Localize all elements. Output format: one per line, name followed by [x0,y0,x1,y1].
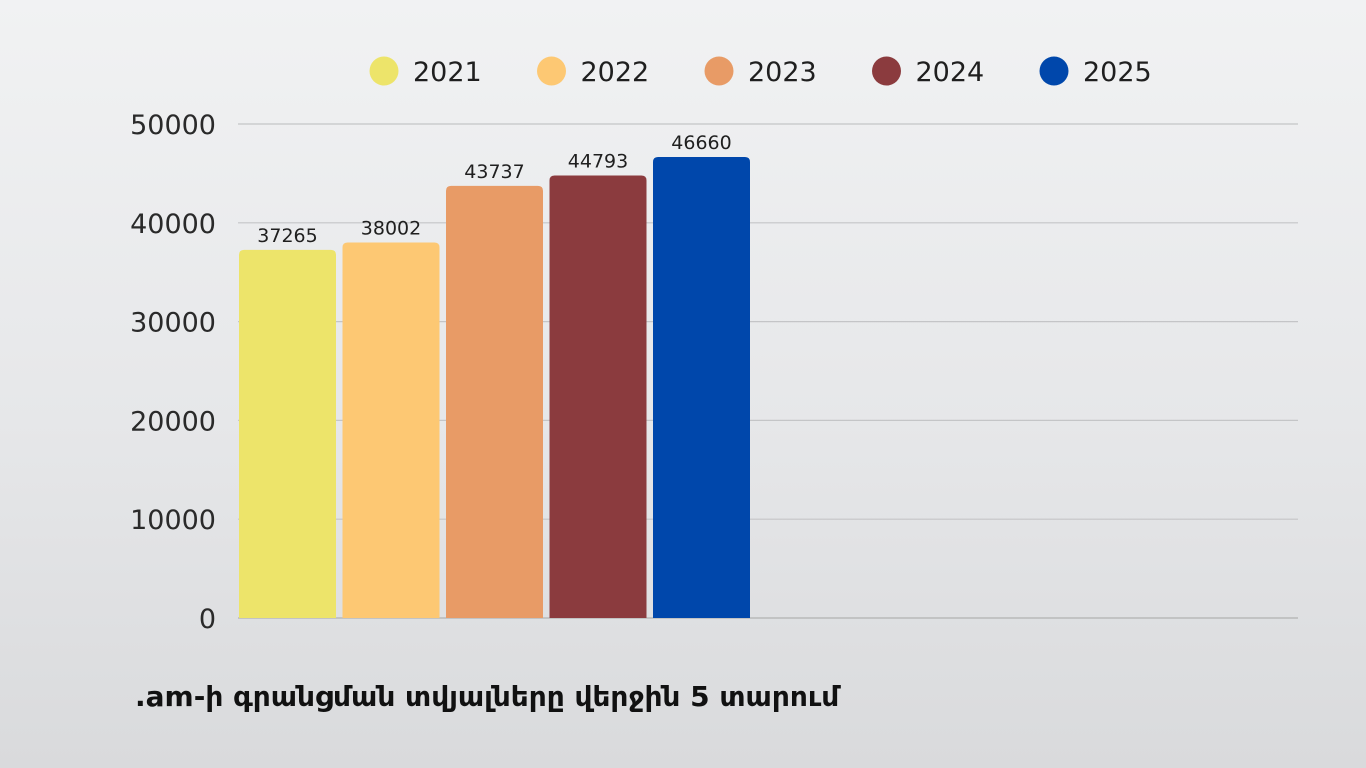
legend-swatch [704,56,734,86]
y-tick-label: 0 [199,604,216,635]
chart-title: .am-ի գրանցման տվյալները վերջին 5 տարում [135,680,840,713]
bar-2021 [239,249,336,619]
legend-label: 2021 [413,57,482,88]
data-labels: 37265 38002 43737 44793 46660 [257,132,731,247]
legend-item-2023: 2023 [704,56,817,88]
legend-swatch [369,56,399,86]
bar-2022 [342,242,440,619]
legend-label: 2024 [916,57,985,88]
legend: 2021 2022 2023 2024 2025 [369,56,1152,88]
data-label-2021: 37265 [257,225,317,247]
data-label-2023: 43737 [464,161,524,183]
legend-label: 2022 [581,57,650,88]
y-tick-label: 20000 [130,406,216,437]
y-tick-label: 10000 [130,505,216,536]
data-label-2022: 38002 [361,218,421,240]
y-tick-label: 40000 [130,209,216,240]
legend-item-2022: 2022 [537,56,650,88]
y-tick-label: 50000 [130,110,216,141]
legend-swatch [1039,56,1069,86]
legend-label: 2023 [748,57,817,88]
bars [239,156,750,619]
legend-swatch [537,56,566,86]
y-tick-label: 30000 [130,308,216,339]
legend-swatch [872,56,901,86]
bar-2025 [653,156,750,618]
y-axis-tick-labels: 0 10000 20000 30000 40000 50000 [130,110,216,635]
legend-item-2025: 2025 [1039,56,1152,88]
data-label-2025: 46660 [671,132,731,154]
data-label-2024: 44793 [568,150,628,172]
legend-label: 2025 [1083,57,1152,88]
legend-item-2021: 2021 [369,56,482,88]
bar-2024 [549,175,647,618]
bar-2023 [446,185,543,619]
legend-item-2024: 2024 [872,56,985,88]
